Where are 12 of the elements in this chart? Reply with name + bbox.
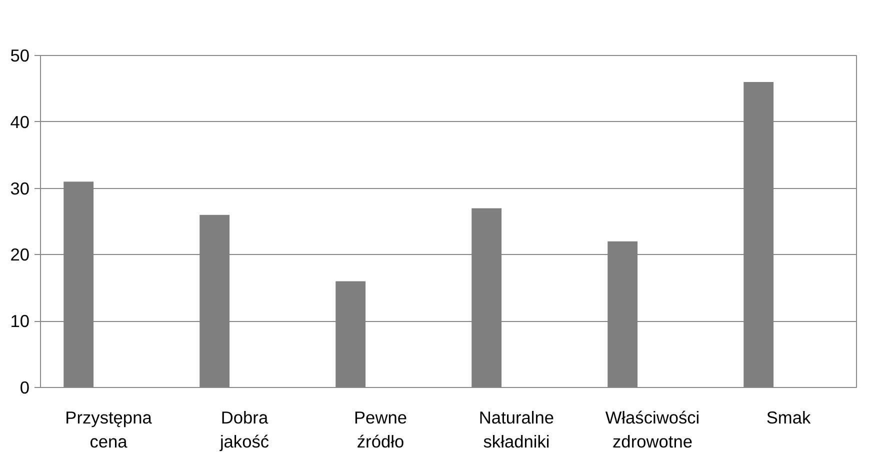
x-tick-label: Naturalne składniki xyxy=(478,408,554,452)
y-tick-label: 20 xyxy=(10,244,30,265)
y-tick-label: 0 xyxy=(20,378,30,398)
y-tick-label: 50 xyxy=(10,46,30,66)
x-tick-label: Dobra jakość xyxy=(218,408,270,452)
x-tick-label: Pewne źródło xyxy=(354,408,407,452)
x-tick-label: Właściwości zdrowotne xyxy=(605,408,700,452)
y-tick-label: 30 xyxy=(10,178,30,198)
x-tick-label: Przystępna cena xyxy=(65,408,152,452)
y-tick-label: 40 xyxy=(10,112,30,132)
y-tick-label: 10 xyxy=(10,311,30,332)
x-tick-label: Smak xyxy=(766,408,811,428)
